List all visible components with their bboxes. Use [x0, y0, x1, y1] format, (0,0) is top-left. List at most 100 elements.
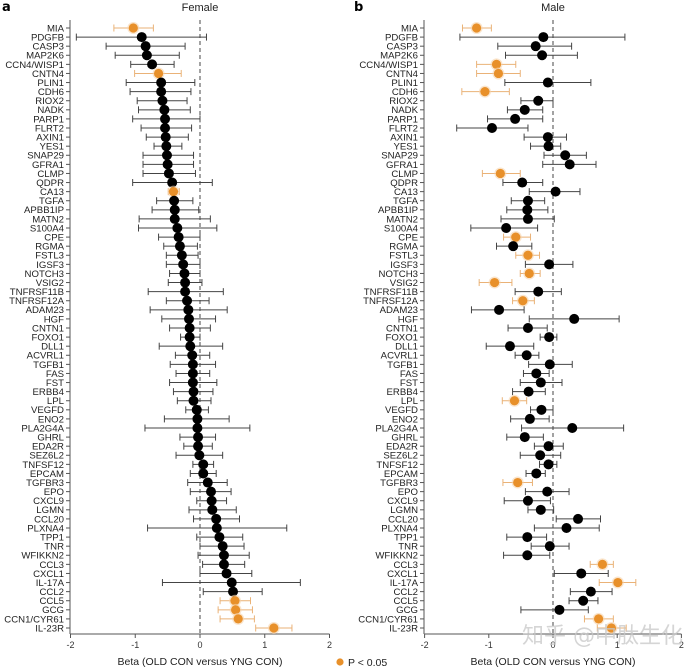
female-gene-label: MIA: [47, 23, 65, 34]
male-gene-label: GFRA1: [386, 160, 418, 171]
female-gene-label: CCL3: [39, 560, 64, 571]
beta-point-significant: [513, 477, 523, 488]
male-gene-label: LPL: [401, 396, 419, 407]
female-gene-label: FLRT2: [35, 123, 64, 134]
beta-point: [179, 268, 190, 279]
beta-point: [198, 459, 209, 470]
female-gene-label: LPL: [47, 396, 65, 407]
male-row-il-17a: [598, 576, 637, 589]
female-row-lgmn: [188, 504, 237, 515]
male-x-axis-label: Beta (OLD CON versus YNG CON): [471, 656, 636, 668]
male-gene-label: IL-23R: [389, 623, 418, 634]
beta-point: [206, 495, 217, 506]
female-row-map2k6: [114, 50, 180, 61]
male-gene-label: CLMP: [391, 169, 418, 180]
male-gene-label: TGFBR3: [380, 478, 418, 489]
female-gene-label: RGMA: [35, 242, 64, 253]
female-row-acvrl1: [174, 350, 211, 361]
beta-point: [159, 104, 170, 115]
female-gene-label: CCL5: [39, 596, 64, 607]
male-row-nadk: [506, 104, 544, 115]
beta-point: [160, 123, 171, 133]
female-row-tgfa: [156, 195, 194, 206]
beta-point: [554, 604, 565, 615]
male-row-apbb1ip: [506, 204, 549, 215]
male-row-hgf: [528, 313, 620, 324]
female-row-ccn1-cyr61: [219, 612, 255, 625]
beta-point: [169, 195, 180, 206]
beta-point: [206, 486, 217, 497]
male-gene-label: RIOX2: [389, 96, 418, 107]
female-gene-label: NADK: [37, 105, 64, 116]
female-gene-label: ENO2: [38, 414, 64, 425]
female-row-vsig2: [167, 277, 203, 288]
female-row-notch3: [169, 268, 201, 279]
beta-point: [522, 323, 533, 333]
beta-point: [172, 223, 183, 233]
male-row-tnfrsf11b: [514, 286, 562, 297]
female-row-ccn4-wisp1: [130, 59, 175, 70]
beta-point: [187, 359, 198, 370]
male-row-s100a4: [470, 223, 539, 233]
female-gene-label: PLXNA4: [27, 523, 64, 534]
male-row-cxcl9: [503, 495, 551, 506]
beta-point: [147, 59, 158, 70]
male-gene-label: CXCL9: [387, 496, 418, 507]
beta-point: [192, 423, 203, 433]
beta-point: [182, 295, 193, 306]
female-row-fstl3: [165, 250, 199, 261]
beta-point: [180, 286, 191, 297]
male-row-ccl3: [589, 558, 614, 571]
female-gene-label: VSIG2: [36, 278, 64, 289]
beta-point: [198, 468, 209, 479]
female-row-fas: [175, 368, 211, 379]
male-gene-label: SNAP29: [381, 151, 418, 162]
female-row-ccl2: [202, 586, 263, 597]
male-row-ccn1-cyr61: [583, 612, 614, 625]
male-marks: [456, 22, 637, 634]
female-x-axis-label: Beta (OLD CON versus YNG CON): [118, 656, 283, 668]
male-row-vegfd: [530, 404, 554, 415]
male-row-clmp: [481, 167, 521, 180]
male-row-tnfsf12: [539, 459, 558, 470]
female-row-ghrl: [179, 432, 217, 443]
male-gene-label: MIA: [401, 23, 419, 34]
male-gene-label: TGFA: [393, 196, 419, 207]
beta-point-significant: [489, 277, 500, 288]
male-gene-label: GCG: [396, 605, 418, 616]
beta-point: [537, 50, 548, 61]
male-row-pla2g4a: [521, 423, 625, 433]
female-row-parp1: [132, 113, 201, 124]
beta-point: [519, 432, 530, 443]
female-axes: -2 -1 0 1 2MIAPDGFBCASP3MAP2K6CCN4/WISP1CNTN…: [4, 20, 332, 650]
female-row-tnfrsf12a: [165, 295, 210, 306]
male-row-epo: [524, 486, 570, 497]
male-gene-label: DLL1: [395, 342, 418, 353]
female-gene-label: CASP3: [33, 42, 64, 53]
beta-point: [536, 404, 547, 415]
female-row-cntn1: [169, 323, 211, 333]
male-row-dll1: [485, 341, 535, 352]
beta-point: [543, 141, 554, 152]
male-row-cxcl1: [553, 568, 609, 579]
beta-point: [226, 577, 237, 588]
male-row-ca13: [528, 186, 581, 197]
male-row-axin1: [523, 132, 567, 143]
female-gene-label: IGSF3: [36, 260, 64, 271]
female-gene-label: GFRA1: [32, 160, 64, 171]
beta-point: [188, 386, 199, 397]
female-row-tgfbr3: [187, 477, 228, 488]
female-row-pla2g4a: [144, 423, 251, 433]
male-row-cntn4: [476, 67, 521, 80]
female-row-ca13: [167, 185, 180, 198]
beta-point: [187, 377, 198, 388]
beta-point: [184, 323, 195, 333]
beta-point: [228, 586, 239, 597]
beta-point: [519, 104, 530, 115]
male-x-tick-label: -2: [421, 640, 429, 650]
male-row-ccl2: [569, 586, 613, 597]
male-row-ccl5: [568, 595, 599, 606]
female-row-gcg: [217, 603, 253, 616]
beta-point: [494, 304, 505, 315]
female-row-vegfd: [185, 404, 209, 415]
